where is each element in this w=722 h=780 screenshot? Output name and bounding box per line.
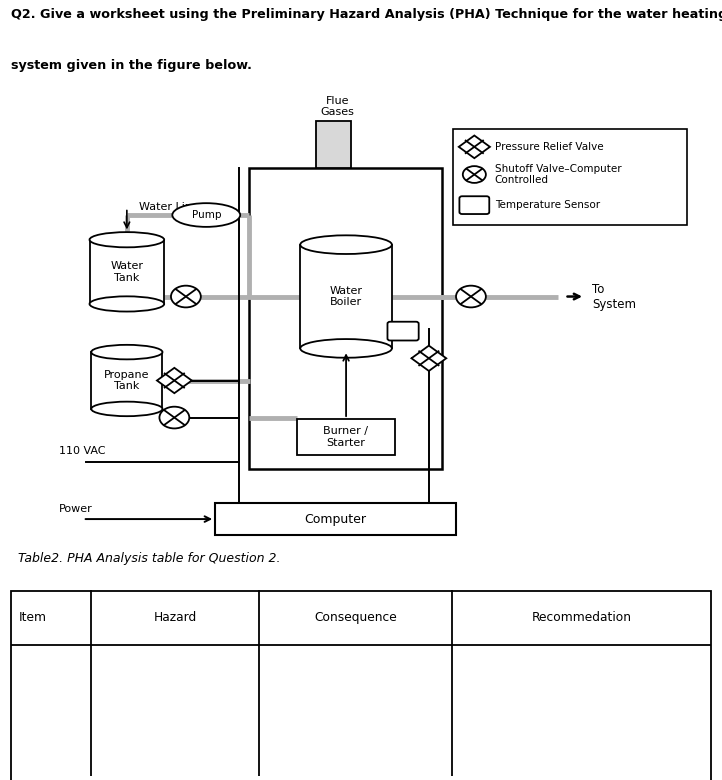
Bar (300, 245, 392, 349)
Circle shape (160, 406, 189, 428)
Bar (91, 352, 162, 409)
Text: Power: Power (59, 504, 92, 514)
Bar (11, 590, 711, 780)
Text: Water
Tank: Water Tank (110, 261, 144, 282)
Text: Q2. Give a worksheet using the Preliminary Hazard Analysis (PHA) Technique for t: Q2. Give a worksheet using the Prelimina… (11, 8, 722, 21)
Ellipse shape (91, 402, 162, 417)
Text: Pump: Pump (191, 210, 221, 220)
Ellipse shape (173, 203, 240, 227)
Text: Water
Boiler: Water Boiler (329, 285, 362, 307)
Bar (90, 239, 164, 304)
Bar (453, 129, 687, 225)
Text: Consequence: Consequence (314, 612, 397, 624)
Polygon shape (412, 346, 446, 371)
Text: Temperature Sensor: Temperature Sensor (495, 200, 600, 210)
Bar (297, 419, 395, 455)
Ellipse shape (91, 345, 162, 360)
Ellipse shape (300, 339, 392, 358)
Text: system given in the figure below.: system given in the figure below. (11, 58, 252, 72)
Circle shape (463, 166, 486, 183)
FancyBboxPatch shape (459, 197, 490, 214)
Text: Item: Item (19, 612, 47, 624)
Polygon shape (458, 136, 490, 158)
Text: Shutoff Valve–Computer
Controlled: Shutoff Valve–Computer Controlled (495, 164, 622, 186)
Text: 110 VAC: 110 VAC (59, 446, 105, 456)
Text: Table2. PHA Analysis table for Question 2.: Table2. PHA Analysis table for Question … (18, 552, 280, 566)
Bar (316, 121, 352, 168)
Text: Propane
Tank: Propane Tank (104, 370, 149, 392)
Circle shape (456, 285, 486, 307)
FancyBboxPatch shape (388, 321, 419, 341)
Bar (215, 503, 456, 535)
Text: Flue
Gases: Flue Gases (321, 96, 355, 117)
Polygon shape (157, 368, 192, 393)
Text: To
System: To System (592, 282, 636, 310)
Text: Water Line: Water Line (139, 201, 199, 211)
Bar (249, 168, 443, 470)
Ellipse shape (300, 236, 392, 254)
Text: Computer: Computer (305, 512, 367, 526)
Ellipse shape (90, 232, 164, 247)
Text: Burner /
Starter: Burner / Starter (323, 426, 368, 448)
Circle shape (171, 285, 201, 307)
Ellipse shape (90, 296, 164, 311)
Text: Recommedation: Recommedation (531, 612, 632, 624)
Text: Hazard: Hazard (154, 612, 197, 624)
Text: Pressure Relief Valve: Pressure Relief Valve (495, 142, 604, 152)
